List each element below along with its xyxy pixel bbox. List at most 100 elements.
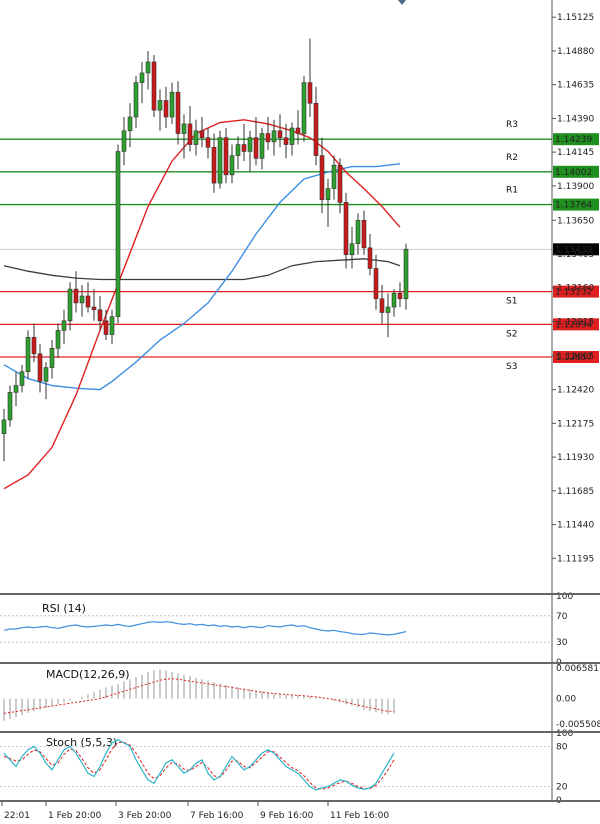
candle-body: [175, 91, 181, 134]
candle-body: [139, 72, 145, 83]
candle-body: [259, 133, 265, 159]
level-price-box-s1: [553, 285, 599, 298]
stoch-tick-label: 100: [556, 729, 573, 739]
candle-body: [307, 82, 313, 104]
level-price-box-r1: [553, 198, 599, 211]
candle-body: [55, 330, 61, 349]
price-tick-label: 1.14390: [557, 114, 594, 124]
candle-body: [109, 316, 115, 335]
stoch-title: Stoch (5,5,3): [46, 736, 117, 749]
candle-body: [295, 127, 301, 134]
level-label-s2: S2: [506, 329, 517, 339]
macd-tick-label: -0.005508: [556, 720, 600, 730]
scroll-marker-icon[interactable]: [398, 0, 406, 5]
price-tick-label: 1.12915: [557, 317, 594, 327]
time-tick-label: 11 Feb 16:00: [330, 811, 389, 821]
candle-body: [49, 348, 55, 368]
candle-body: [355, 219, 361, 244]
stoch-panel: Stoch (5,5,3) 10080200: [0, 729, 573, 806]
price-tick-label: 1.14635: [557, 81, 594, 91]
candle-body: [253, 137, 259, 159]
candle-body: [121, 130, 127, 152]
candle-body: [283, 137, 289, 145]
candle-body: [1, 419, 7, 434]
candle-body: [31, 337, 37, 355]
candle-body: [7, 392, 13, 421]
rsi-tick-label: 30: [556, 638, 568, 648]
candle-body: [229, 155, 235, 176]
price-tick-label: 1.12665: [557, 352, 594, 362]
candle-body: [331, 164, 337, 189]
time-tick-label: 22:01: [4, 811, 30, 821]
macd-panel: MACD(12,26,9) 0.006581 0.00 -0.005508: [3, 664, 600, 730]
time-axis: 22:01 1 Feb 20:00 3 Feb 20:00 7 Feb 16:00 9 …: [1, 801, 389, 821]
macd-tick-label: 0.00: [556, 695, 576, 705]
candle-body: [85, 295, 91, 308]
candle-body: [25, 337, 31, 373]
candle-body: [169, 91, 175, 118]
time-tick-label: 9 Feb 16:00: [260, 811, 314, 821]
level-price-text-r2: 1.14002: [555, 168, 592, 178]
rsi-content: 10070300: [0, 592, 573, 668]
price-tick-label: 1.13650: [557, 216, 594, 226]
candle-body: [319, 155, 325, 200]
price-tick-label: 1.14145: [557, 148, 594, 158]
current-price-box: [553, 243, 599, 256]
candle-body: [235, 144, 241, 156]
macd-tick-label: 0.006581: [556, 664, 599, 674]
candle-body: [151, 61, 157, 111]
time-tick-label: 3 Feb 20:00: [118, 811, 172, 821]
candle-body: [211, 147, 217, 184]
candle-body: [61, 320, 67, 331]
candle-body: [97, 309, 103, 322]
time-tick-label: 7 Feb 16:00: [190, 811, 244, 821]
level-label-r1: R1: [506, 186, 518, 196]
level-price-text-r3: 1.14239: [555, 135, 592, 145]
candle-body: [145, 61, 151, 74]
price-tick-label: 1.11930: [557, 453, 594, 463]
stoch-main-line: [3, 739, 395, 791]
candle-body: [385, 306, 391, 313]
candle-body: [73, 288, 79, 304]
level-price-box-s2: [553, 318, 599, 331]
macd-title: MACD(12,26,9): [46, 668, 130, 681]
rsi-line: [3, 621, 407, 636]
level-price-text-r1: 1.13764: [555, 201, 592, 211]
support-resistance-levels: R3 1.14239 R2 1.14002 R1 1.13764 S1 1.13132 S2 1.…: [0, 120, 599, 372]
level-price-box-r2: [553, 165, 599, 178]
candle-body: [277, 130, 283, 138]
candle-body: [337, 164, 343, 203]
stoch-tick-label: 80: [556, 742, 568, 752]
candle-body: [265, 133, 271, 143]
candle-body: [13, 385, 19, 393]
level-price-text-s3: 1.12657: [555, 353, 592, 363]
price-tick-label: 1.13405: [557, 250, 594, 260]
rsi-panel: RSI (14) 10070300: [0, 592, 573, 668]
level-price-box-s3: [553, 350, 599, 363]
panel-frames: [0, 0, 600, 802]
candle-body: [91, 306, 97, 311]
candle-body: [19, 371, 25, 386]
candle-body: [343, 202, 349, 255]
price-tick-label: 1.14880: [557, 47, 594, 57]
price-tick-label: 1.13160: [557, 284, 594, 294]
candle-body: [313, 102, 319, 156]
ma-dark-line: [3, 258, 401, 281]
candle-body: [193, 130, 199, 145]
candle-body: [115, 151, 121, 317]
candle-body: [403, 248, 409, 300]
candle-body: [199, 130, 205, 138]
level-label-s1: S1: [506, 297, 517, 307]
candle-body: [157, 100, 163, 111]
rsi-tick-label: 70: [556, 612, 568, 622]
candle-body: [325, 188, 331, 200]
candle-body: [271, 130, 277, 143]
candle-body: [349, 243, 355, 255]
candle-body: [241, 144, 247, 152]
level-price-text-s1: 1.13132: [555, 288, 592, 298]
price-tick-label: 1.13900: [557, 182, 594, 192]
level-label-r2: R2: [506, 153, 518, 163]
price-axis: 1.15125 1.14880 1.14635 1.14390 1.14145 1.139…: [552, 13, 594, 564]
candle-body: [217, 137, 223, 184]
macd-signal-line: [3, 678, 395, 714]
